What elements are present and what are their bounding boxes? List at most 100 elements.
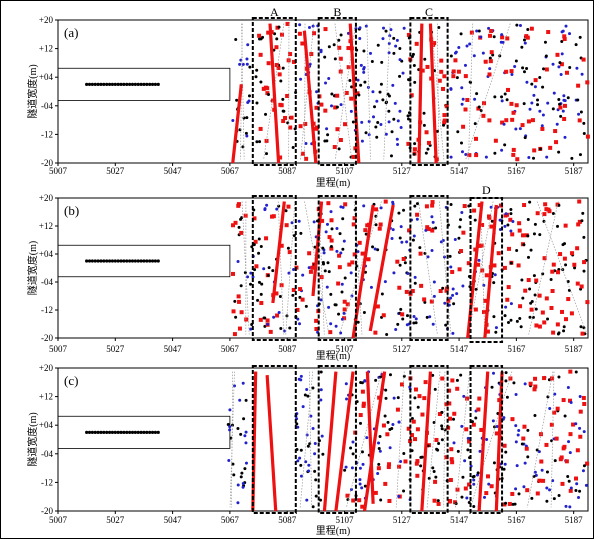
scatter-point-red — [566, 297, 571, 302]
scatter-point-black — [250, 245, 254, 249]
scatter-point-blue — [358, 466, 362, 470]
scatter-point-black — [248, 65, 252, 69]
y-tick-label: +20 — [39, 363, 54, 373]
scatter-point-blue — [324, 230, 328, 234]
scatter-point-red — [285, 21, 290, 26]
scatter-point-red — [579, 284, 584, 289]
scatter-point-red — [298, 287, 303, 292]
scatter-point-blue — [461, 284, 465, 288]
scatter-point-blue — [503, 462, 507, 466]
y-axis-label: 隧道宽度(m) — [26, 241, 39, 295]
face-point — [153, 82, 158, 86]
face-point — [133, 430, 137, 434]
scatter-point-blue — [457, 45, 461, 49]
scatter-point-blue — [483, 495, 487, 499]
scatter-point-red — [312, 31, 317, 36]
face-point — [113, 82, 117, 86]
scatter-point-black — [422, 111, 426, 115]
scatter-point-red — [561, 398, 566, 403]
scatter-point-red — [289, 115, 294, 120]
scatter-point-black — [526, 428, 530, 432]
scatter-point-black — [582, 269, 586, 273]
scatter-point-blue — [491, 371, 495, 375]
scatter-point-black — [452, 302, 456, 306]
dashed-region-box — [469, 365, 504, 514]
scatter-point-blue — [319, 398, 323, 402]
scatter-point-blue — [453, 238, 457, 242]
scatter-point-black — [410, 54, 414, 58]
scatter-point-black — [490, 385, 494, 389]
scatter-point-red — [375, 304, 380, 309]
x-tick-label: 5027 — [106, 166, 125, 176]
scatter-point-red — [502, 502, 507, 507]
scatter-point-blue — [468, 42, 472, 46]
x-axis-label: 里程(m) — [316, 350, 350, 362]
scatter-point-red — [387, 462, 392, 467]
scatter-point-blue — [472, 482, 476, 486]
scatter-point-red — [342, 316, 347, 321]
scatter-point-blue — [560, 52, 564, 56]
scatter-point-red — [452, 411, 457, 416]
scatter-point-red — [572, 262, 577, 267]
y-tick-label: -20 — [41, 333, 53, 343]
scatter-point-black — [387, 109, 391, 113]
scatter-point-black — [570, 156, 574, 160]
scatter-point-blue — [428, 315, 432, 319]
scatter-point-blue — [568, 32, 572, 36]
scatter-point-black — [557, 203, 561, 207]
scatter-point-black — [546, 395, 550, 399]
face-point — [148, 259, 152, 263]
tunnel-face-rect — [57, 415, 231, 449]
scatter-point-black — [459, 32, 463, 36]
scatter-point-blue — [449, 296, 453, 300]
scatter-point-red — [549, 422, 554, 427]
scatter-point-red — [508, 217, 513, 222]
scatter-point-black — [536, 103, 540, 107]
x-tick-label: 5127 — [393, 344, 412, 354]
scatter-point-red — [314, 326, 319, 331]
scatter-point-blue — [334, 324, 338, 328]
scatter-point-blue — [514, 440, 518, 444]
scatter-point-blue — [396, 142, 400, 146]
scatter-point-black — [279, 79, 283, 83]
scatter-point-black — [398, 236, 402, 240]
scatter-point-black — [327, 270, 331, 274]
scatter-point-red — [483, 298, 488, 303]
scatter-point-blue — [383, 280, 387, 284]
scatter-point-blue — [349, 488, 353, 492]
scatter-point-red — [570, 251, 575, 256]
trace-line — [334, 23, 357, 160]
scatter-point-blue — [299, 474, 303, 478]
scatter-point-red — [492, 263, 497, 268]
scatter-point-black — [360, 450, 364, 454]
face-point — [128, 430, 132, 434]
scatter-point-red — [548, 145, 553, 150]
scatter-point-red — [265, 91, 270, 96]
scatter-point-blue — [311, 24, 315, 28]
scatter-point-blue — [236, 259, 240, 263]
scatter-point-red — [437, 412, 442, 417]
scatter-point-red — [418, 251, 423, 256]
scatter-point-blue — [277, 311, 281, 315]
scatter-point-red — [479, 427, 484, 432]
scatter-point-red — [397, 285, 402, 290]
scatter-point-black — [476, 471, 480, 475]
face-point — [107, 430, 112, 434]
scatter-point-blue — [388, 446, 392, 450]
scatter-point-red — [578, 434, 583, 439]
scatter-point-red — [558, 252, 563, 257]
x-tick-label: 5187 — [565, 515, 584, 525]
scatter-point-red — [353, 146, 358, 151]
region-label-C: C — [425, 5, 433, 19]
scatter-point-black — [526, 455, 530, 459]
scatter-point-black — [339, 33, 343, 37]
scatter-point-blue — [251, 275, 255, 279]
scatter-point-black — [434, 475, 438, 479]
scatter-point-black — [545, 499, 549, 503]
scatter-point-blue — [313, 442, 317, 446]
scatter-point-red — [498, 203, 503, 208]
scatter-point-red — [291, 287, 296, 292]
scatter-point-red — [462, 204, 467, 209]
scatter-point-blue — [463, 63, 467, 67]
scatter-point-red — [231, 271, 236, 276]
